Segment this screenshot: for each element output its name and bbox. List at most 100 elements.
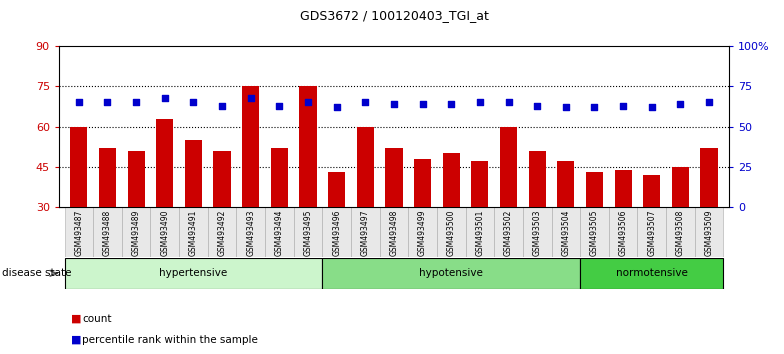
- Bar: [322, 258, 580, 289]
- Bar: [551, 207, 580, 257]
- Text: percentile rank within the sample: percentile rank within the sample: [82, 335, 258, 345]
- Bar: [294, 207, 322, 257]
- Bar: [523, 207, 551, 257]
- Point: [158, 95, 171, 101]
- Bar: [299, 86, 317, 287]
- Bar: [408, 207, 437, 257]
- Text: ■: ■: [71, 314, 81, 324]
- Point: [359, 99, 372, 105]
- Text: GSM493501: GSM493501: [475, 210, 485, 256]
- Text: GSM493496: GSM493496: [332, 210, 341, 256]
- Bar: [156, 119, 173, 287]
- Bar: [443, 153, 460, 287]
- Text: GSM493494: GSM493494: [275, 210, 284, 256]
- Bar: [528, 151, 546, 287]
- Point: [73, 99, 85, 105]
- Bar: [700, 148, 717, 287]
- Bar: [466, 207, 494, 257]
- Bar: [580, 258, 724, 289]
- Text: GSM493489: GSM493489: [132, 210, 140, 256]
- Bar: [357, 127, 374, 287]
- Point: [101, 99, 114, 105]
- Text: hypotensive: hypotensive: [419, 268, 483, 279]
- Text: disease state: disease state: [2, 268, 71, 278]
- Bar: [328, 172, 345, 287]
- Bar: [265, 207, 294, 257]
- Point: [273, 103, 285, 108]
- Bar: [237, 207, 265, 257]
- Bar: [179, 207, 208, 257]
- Bar: [580, 207, 609, 257]
- Text: GSM493490: GSM493490: [160, 210, 169, 256]
- Text: GSM493492: GSM493492: [218, 210, 227, 256]
- Bar: [643, 175, 660, 287]
- Text: GSM493493: GSM493493: [246, 210, 256, 256]
- Bar: [351, 207, 379, 257]
- Bar: [695, 207, 724, 257]
- Point: [702, 99, 715, 105]
- Point: [503, 99, 515, 105]
- Point: [588, 104, 601, 110]
- Point: [302, 99, 314, 105]
- Point: [645, 104, 658, 110]
- Point: [130, 99, 143, 105]
- Bar: [637, 207, 666, 257]
- Text: GSM493497: GSM493497: [361, 210, 370, 256]
- Text: GSM493505: GSM493505: [590, 210, 599, 256]
- Bar: [471, 161, 488, 287]
- Text: GSM493506: GSM493506: [619, 210, 628, 256]
- Point: [416, 101, 429, 107]
- Text: GSM493488: GSM493488: [103, 210, 112, 256]
- Point: [216, 103, 228, 108]
- Bar: [71, 127, 88, 287]
- Bar: [64, 207, 93, 257]
- Text: hypertensive: hypertensive: [159, 268, 227, 279]
- Bar: [93, 207, 122, 257]
- Bar: [151, 207, 179, 257]
- Bar: [128, 151, 145, 287]
- Text: GSM493504: GSM493504: [561, 210, 570, 256]
- Bar: [615, 170, 632, 287]
- Point: [330, 104, 343, 110]
- Text: normotensive: normotensive: [616, 268, 688, 279]
- Bar: [270, 148, 288, 287]
- Point: [245, 95, 257, 101]
- Text: GSM493487: GSM493487: [74, 210, 83, 256]
- Point: [187, 99, 200, 105]
- Bar: [122, 207, 151, 257]
- Text: GSM493499: GSM493499: [418, 210, 427, 256]
- Point: [531, 103, 543, 108]
- Bar: [414, 159, 431, 287]
- Point: [474, 99, 486, 105]
- Text: GSM493509: GSM493509: [705, 210, 713, 256]
- Text: GSM493508: GSM493508: [676, 210, 685, 256]
- Bar: [586, 172, 603, 287]
- Point: [560, 104, 572, 110]
- Bar: [609, 207, 637, 257]
- Text: GSM493502: GSM493502: [504, 210, 513, 256]
- Text: GSM493500: GSM493500: [447, 210, 456, 256]
- Text: count: count: [82, 314, 112, 324]
- Bar: [322, 207, 351, 257]
- Text: GSM493491: GSM493491: [189, 210, 198, 256]
- Text: GSM493498: GSM493498: [390, 210, 398, 256]
- Bar: [494, 207, 523, 257]
- Point: [674, 101, 687, 107]
- Text: GDS3672 / 100120403_TGI_at: GDS3672 / 100120403_TGI_at: [299, 9, 488, 22]
- Bar: [213, 151, 230, 287]
- Text: GSM493503: GSM493503: [532, 210, 542, 256]
- Bar: [64, 258, 322, 289]
- Bar: [437, 207, 466, 257]
- Bar: [386, 148, 402, 287]
- Bar: [557, 161, 575, 287]
- Bar: [666, 207, 695, 257]
- Bar: [500, 127, 517, 287]
- Point: [617, 103, 630, 108]
- Bar: [379, 207, 408, 257]
- Bar: [185, 140, 202, 287]
- Point: [445, 101, 458, 107]
- Text: ■: ■: [71, 335, 81, 345]
- Bar: [99, 148, 116, 287]
- Text: GSM493507: GSM493507: [648, 210, 656, 256]
- Text: GSM493495: GSM493495: [303, 210, 313, 256]
